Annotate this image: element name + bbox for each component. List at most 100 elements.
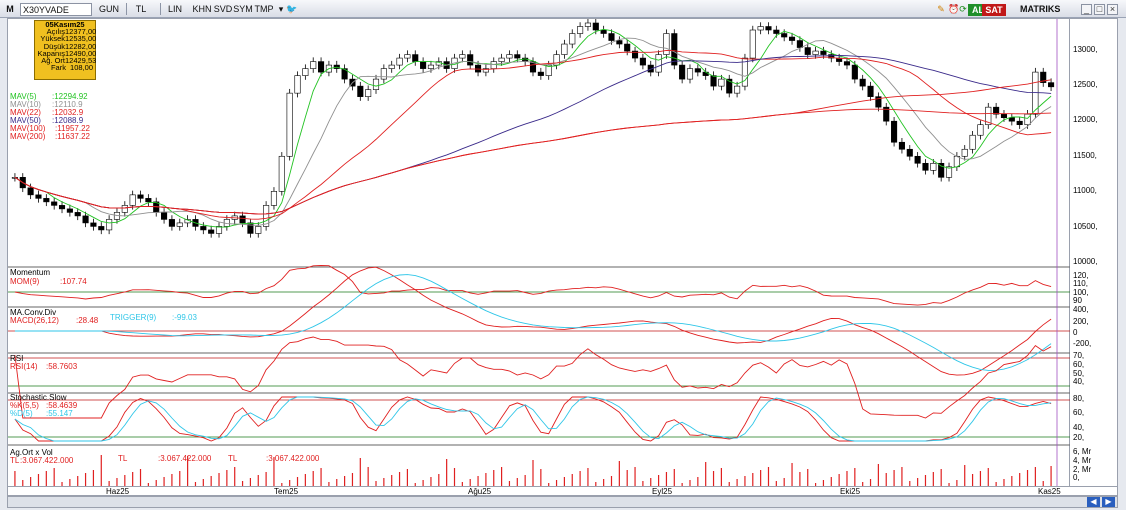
toolbar: M GUN TL LIN KHN SVD SYM TMP ▾ 🐦 ✎ ⏰ ⟳ A…: [0, 0, 1126, 18]
candle-body: [537, 71, 544, 76]
pencil-icon[interactable]: ✎: [937, 4, 945, 14]
dropdown-arrow-icon[interactable]: ▾: [278, 4, 284, 14]
mav-value: :12032.9: [52, 108, 84, 117]
candle-body: [270, 191, 278, 206]
info-date: 05Kasım25: [45, 20, 85, 29]
vol-label-2: TL: [118, 454, 128, 463]
candle-body: [985, 106, 992, 126]
candle-body: [263, 205, 270, 227]
menu-m-button[interactable]: M: [6, 4, 14, 14]
axis-tick-label: 4, Mr: [1073, 456, 1092, 465]
candle-body: [294, 75, 301, 94]
mav-line: [14, 49, 1052, 220]
mav-value: :11957.22: [55, 124, 90, 133]
minimize-icon[interactable]: _: [1081, 4, 1092, 15]
candle-body: [1008, 117, 1015, 122]
candle-body: [938, 162, 945, 178]
axis-tick-label: 50,: [1073, 369, 1085, 378]
candle-body: [953, 155, 960, 168]
candle-body: [121, 205, 128, 213]
alarm-icon[interactable]: ⏰: [948, 4, 960, 14]
candle-body: [788, 36, 796, 41]
mav-label: MAV(200): [10, 132, 46, 141]
candle-body: [278, 155, 285, 192]
currency-button[interactable]: TL: [135, 4, 147, 14]
time-axis: Haz25 Tem25 Ağu25 Eyl25 Eki25 Kas25: [7, 486, 1118, 496]
candle-body: [98, 226, 105, 231]
candle-body: [1048, 82, 1055, 88]
candle-body: [836, 57, 843, 62]
candle-button[interactable]: KHN: [192, 4, 212, 14]
axis-tick-label: 11000,: [1073, 186, 1097, 195]
candle-body: [867, 85, 874, 97]
candle-body: [726, 78, 733, 94]
period-button[interactable]: GUN: [99, 4, 119, 14]
trigger-label: TRIGGER(9): [110, 313, 157, 322]
candle-body: [859, 78, 866, 87]
mav-legend-row: MAV(200):11637.22: [10, 132, 90, 141]
candle-body: [608, 33, 615, 41]
axis-tick-label: 40,: [1073, 377, 1085, 386]
candle-body: [490, 61, 497, 69]
vol-title: Ag.Ort x Vol: [10, 448, 53, 457]
candle-body: [1040, 71, 1047, 83]
candle-body: [891, 120, 898, 143]
info-row: Kapanış 12490,00: [35, 48, 96, 58]
momentum-title: Momentum: [10, 268, 51, 277]
scroll-left-icon[interactable]: ◀: [1087, 497, 1100, 507]
candle-body: [380, 68, 387, 80]
candle-body: [843, 61, 851, 66]
candle-body: [396, 57, 403, 66]
mav-value: :12110.9: [52, 100, 83, 109]
macd-title: MA.Conv.Div: [10, 308, 57, 317]
candle-body: [90, 222, 97, 227]
horizontal-scrollbar[interactable]: ◀ ▶: [7, 496, 1118, 508]
candle-body: [749, 29, 756, 59]
candle-body: [663, 33, 670, 55]
candle-body: [482, 68, 489, 73]
chart-canvas[interactable]: [7, 18, 1071, 491]
candle-body: [74, 212, 81, 217]
close-icon[interactable]: ×: [1107, 4, 1118, 15]
candle-body: [796, 40, 803, 48]
stoch-title: Stochastic.Slow: [10, 393, 67, 402]
candle-body: [914, 155, 921, 164]
candle-body: [553, 54, 560, 66]
candle-body: [718, 78, 725, 87]
toolbar-divider: [160, 3, 161, 15]
candle-body: [851, 64, 858, 80]
info-value: 12377,00: [65, 27, 97, 37]
maximize-icon[interactable]: □: [1094, 4, 1105, 15]
candle-body: [883, 106, 890, 122]
candle-body: [765, 26, 772, 31]
rsi-label: RSI(14): [10, 362, 38, 371]
candle-body: [569, 33, 576, 45]
refresh-icon[interactable]: ⟳: [959, 4, 967, 14]
candle-body: [420, 61, 427, 69]
time-tick-label: Tem25: [274, 487, 299, 496]
vol-value: :3.067.422.000: [20, 456, 74, 465]
line-button[interactable]: LIN: [167, 4, 182, 14]
twitter-icon[interactable]: 🐦: [286, 4, 298, 14]
sym-button[interactable]: SYM: [233, 4, 253, 14]
rsi-value: :58.7603: [46, 362, 78, 371]
sell-button[interactable]: SAT: [982, 4, 1006, 16]
symbol-input[interactable]: [20, 3, 92, 16]
info-key: Kapanış: [37, 48, 65, 58]
info-value: 108,00: [70, 63, 93, 73]
scroll-right-icon[interactable]: ▶: [1102, 497, 1115, 507]
stoch-k-label: %K(5,5): [10, 401, 39, 410]
mav-label: MAV(22): [10, 108, 41, 117]
candle-body: [498, 57, 505, 62]
info-key: Yüksek: [40, 34, 65, 44]
svd-button[interactable]: SVD: [213, 4, 233, 14]
candle-body: [773, 29, 780, 34]
value-axis: 13000, 12500, 12000, 11500, 11000, 10500, 1000…: [1070, 18, 1118, 490]
momentum-line: [14, 265, 1052, 306]
candle-body: [168, 219, 175, 227]
candle-body: [365, 89, 372, 97]
template-button[interactable]: TMP: [254, 4, 274, 14]
candle-body: [514, 54, 521, 59]
candle-body: [1016, 120, 1023, 126]
momentum-value: :107.74: [60, 277, 87, 286]
